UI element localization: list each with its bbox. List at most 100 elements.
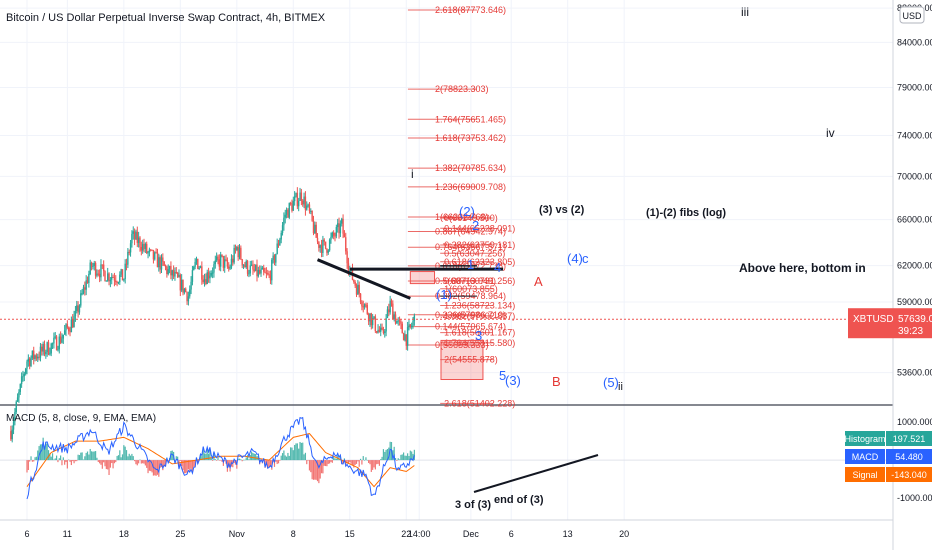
- fib-level-label: 1.618(73753.462): [435, 133, 506, 143]
- fib-level-label: 2(78823.303): [435, 84, 489, 94]
- highlight-boxes[interactable]: [409, 271, 484, 381]
- histogram-bar: [175, 456, 177, 461]
- candle-body: [154, 252, 156, 260]
- histogram-bar: [69, 460, 71, 462]
- trendlines[interactable]: [316, 258, 504, 300]
- last-price-countdown: 39:23: [898, 326, 923, 337]
- candle-body: [43, 343, 46, 355]
- fib-retracement[interactable]: 2.618(87773.646) 2(78823.303) 1.764(75651.…: [407, 5, 506, 350]
- candle-body: [152, 249, 155, 260]
- histogram-bar: [408, 455, 410, 461]
- candle-body: [185, 288, 187, 293]
- macd-trendline[interactable]: [473, 454, 599, 493]
- candle-body: [284, 214, 286, 218]
- histogram-bar: [351, 460, 354, 466]
- fib-retracement-log[interactable]: 0(66149.500)0.144(65228.091) 0.382(63759.…: [440, 213, 515, 408]
- candles: [10, 187, 416, 443]
- candle-body: [57, 349, 59, 351]
- price-tick-label: 79000.000: [897, 82, 932, 92]
- candle-body: [221, 254, 223, 256]
- histogram-bar: [307, 460, 309, 461]
- histogram-bar: [283, 450, 285, 461]
- highlight-box[interactable]: [409, 271, 436, 285]
- histogram-bar: [109, 460, 111, 468]
- macd-legend-badge: [845, 449, 885, 464]
- candle-body: [218, 259, 221, 267]
- highlight-box[interactable]: [440, 339, 484, 381]
- histogram-bar: [240, 459, 242, 461]
- histogram-bar: [85, 452, 87, 461]
- candle-body: [385, 318, 387, 332]
- candle-body: [174, 272, 176, 277]
- candle-body: [400, 321, 402, 324]
- histogram-bar: [369, 460, 371, 465]
- candle-body: [267, 273, 269, 275]
- histogram-bar: [242, 459, 245, 461]
- candle-body: [304, 196, 307, 210]
- candle-body: [139, 237, 141, 248]
- vs-label: (3) vs (2): [539, 204, 585, 216]
- histogram-bar: [37, 450, 39, 461]
- candle-body: [412, 320, 414, 326]
- price-axis[interactable]: 88000.00084000.00079000.00074000.0007000…: [897, 3, 932, 503]
- histogram-bar: [206, 448, 208, 461]
- histogram-bar: [349, 460, 351, 463]
- price-tick-label: 84000.000: [897, 37, 932, 47]
- histogram-bar: [353, 460, 355, 468]
- histogram-bar: [413, 449, 415, 461]
- histogram-bar: [229, 460, 231, 472]
- histogram-bar: [284, 455, 286, 461]
- candle-body: [148, 249, 151, 253]
- candle-body: [62, 334, 65, 339]
- candle-body: [42, 343, 44, 352]
- candle-body: [163, 261, 165, 266]
- histogram-bar: [201, 456, 203, 461]
- histogram-bar: [47, 450, 50, 461]
- candle-body: [328, 239, 331, 251]
- candle-body: [307, 204, 309, 206]
- histogram-bar: [306, 460, 308, 465]
- candle-body: [93, 263, 95, 267]
- histogram-bar: [89, 448, 91, 461]
- histogram-bar: [43, 447, 46, 461]
- candle-body: [366, 305, 368, 314]
- histogram-bar: [290, 447, 292, 461]
- candle-body: [88, 273, 90, 284]
- candle-body: [51, 343, 54, 345]
- histogram-bar: [212, 460, 214, 461]
- histogram-bar: [287, 452, 289, 461]
- price-tick-label: 74000.000: [897, 131, 932, 141]
- candle-body: [135, 231, 137, 240]
- candle-body: [370, 313, 373, 326]
- candle-body: [189, 289, 191, 297]
- candle-body: [265, 272, 268, 274]
- histogram-bar: [407, 453, 409, 461]
- histogram-bar: [276, 460, 278, 465]
- histogram-bar: [316, 460, 319, 482]
- macd-legend-badge: [845, 431, 885, 446]
- histogram-bar: [218, 460, 220, 461]
- candle-body: [53, 337, 55, 344]
- candle-body: [281, 225, 284, 233]
- candle-body: [198, 267, 200, 269]
- candle-body: [380, 327, 382, 332]
- wave-4-label: 4: [494, 260, 501, 275]
- histogram-bar: [273, 460, 276, 467]
- fib-log-label: 1(60073.855): [444, 284, 498, 294]
- price-tick-label: 70000.000: [897, 171, 932, 181]
- currency-button[interactable]: USD: [899, 6, 925, 24]
- time-tick-label: Nov: [229, 529, 246, 539]
- histogram-bar: [310, 460, 312, 473]
- candle-body: [211, 272, 214, 274]
- histogram-bar: [377, 460, 379, 464]
- histogram-bar: [298, 448, 300, 461]
- trendline[interactable]: [316, 258, 411, 300]
- candle-body: [285, 209, 288, 215]
- histogram-bar: [392, 450, 394, 461]
- candle-body: [137, 237, 140, 243]
- candle-body: [34, 355, 36, 359]
- histogram-bar: [116, 456, 118, 461]
- histogram-bar: [302, 442, 304, 461]
